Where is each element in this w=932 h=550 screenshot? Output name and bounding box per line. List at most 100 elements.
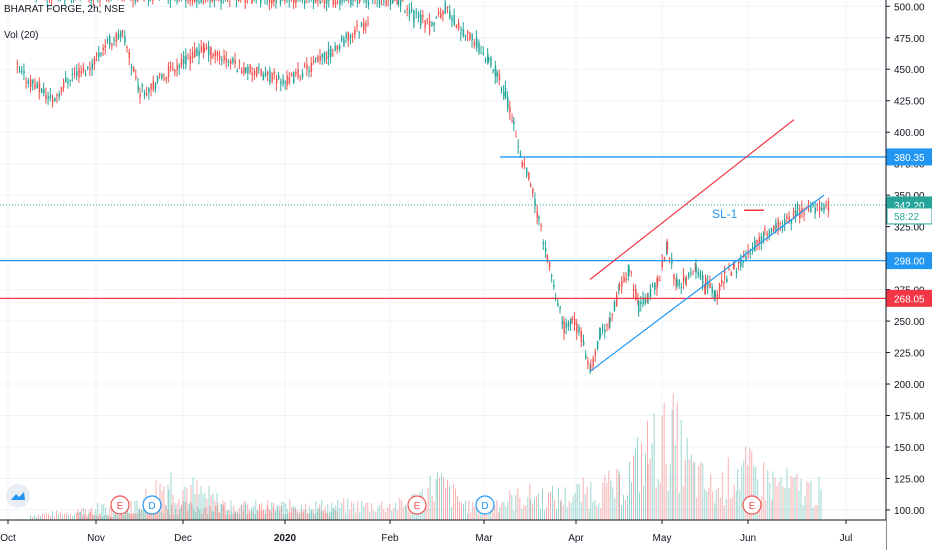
volume-bar xyxy=(305,503,307,520)
volume-bar xyxy=(429,475,431,520)
candle-body xyxy=(136,0,139,1)
volume-bar xyxy=(94,515,95,520)
volume-bar xyxy=(190,484,192,520)
volume-bar xyxy=(328,515,330,520)
candle-body xyxy=(148,88,150,93)
volume-bar xyxy=(717,487,719,520)
candle-body xyxy=(571,317,574,320)
candle-body xyxy=(462,29,465,37)
candle-body xyxy=(548,262,551,268)
candle-body xyxy=(383,1,385,3)
volume-bar xyxy=(515,494,517,520)
candle-body xyxy=(490,57,492,66)
volume-bar xyxy=(590,481,592,520)
volume-bar xyxy=(70,513,71,520)
candle-body xyxy=(526,167,528,176)
volume-bar xyxy=(199,509,201,520)
candle-body xyxy=(356,0,359,4)
volume-bar xyxy=(353,503,355,520)
volume-bar xyxy=(437,472,438,520)
volume-bar xyxy=(141,508,143,520)
volume-bar xyxy=(62,515,63,520)
volume-bar xyxy=(708,487,710,520)
candle-body xyxy=(297,69,299,78)
volume-bar xyxy=(145,510,147,520)
candle-body xyxy=(578,326,580,333)
volume-bar xyxy=(669,464,671,520)
tradingview-logo-icon[interactable] xyxy=(6,484,30,508)
volume-bar xyxy=(737,468,739,520)
candle-body xyxy=(406,8,409,10)
volume-bar xyxy=(289,499,291,520)
volume-bar xyxy=(700,462,702,520)
volume-bar xyxy=(653,413,655,520)
volume-bar xyxy=(467,513,468,520)
volume-bar xyxy=(243,500,245,520)
time-axis[interactable]: Oct Nov Dec 2020 Feb Mar Apr May Jun Jul xyxy=(0,519,886,550)
candle-body xyxy=(34,84,36,89)
candle-body xyxy=(315,58,317,60)
candle-body xyxy=(359,0,361,2)
volume-bar xyxy=(678,492,680,520)
candle-body xyxy=(582,341,585,345)
trend-line xyxy=(589,194,825,372)
volume-bar xyxy=(186,488,188,520)
candle-body xyxy=(713,291,716,300)
candle-body xyxy=(273,71,276,75)
volume-bar xyxy=(96,515,97,520)
volume-bar xyxy=(505,506,507,520)
candle-body xyxy=(238,61,241,63)
volume-bar xyxy=(77,509,79,520)
volume-bar xyxy=(214,500,216,520)
volume-bar xyxy=(226,510,228,520)
candle-body xyxy=(284,0,286,2)
volume-bar xyxy=(772,471,774,520)
volume-bar xyxy=(334,510,336,520)
candle-body xyxy=(213,0,216,2)
candle-body xyxy=(286,75,288,86)
volume-bar xyxy=(222,500,224,520)
volume-bar xyxy=(818,476,820,520)
candle-body xyxy=(49,95,52,98)
volume-bar xyxy=(183,501,185,520)
volume-bar xyxy=(185,501,187,520)
volume-bar xyxy=(316,511,318,520)
time-tick-label: Dec xyxy=(174,533,192,544)
horizontal-lines[interactable] xyxy=(0,156,886,299)
candle-body xyxy=(707,281,709,287)
candle-body xyxy=(557,302,559,306)
volume-bar xyxy=(564,487,566,520)
volume-bar xyxy=(298,514,300,520)
candle-body xyxy=(90,0,93,1)
trend-lines[interactable] xyxy=(589,119,825,372)
volume-bar xyxy=(52,511,53,520)
volume-bar xyxy=(461,502,462,520)
candle-body xyxy=(458,22,460,29)
volume-bar xyxy=(501,502,503,520)
volume-bar xyxy=(227,510,229,520)
volume-bar xyxy=(279,505,281,520)
candle-body xyxy=(165,77,168,80)
volume-bar xyxy=(806,481,808,520)
candle-body xyxy=(637,300,639,304)
candle-body xyxy=(304,0,306,4)
volume-bar xyxy=(247,504,249,520)
volume-bar xyxy=(544,510,545,520)
volume-bar xyxy=(433,501,435,520)
candle-body xyxy=(632,289,635,291)
candle-body xyxy=(484,59,487,61)
volume-bar xyxy=(525,505,527,520)
candle-body xyxy=(411,8,413,11)
candle-body xyxy=(453,15,456,25)
candle-body xyxy=(668,257,671,259)
volume-bar xyxy=(729,498,731,520)
time-tick-label: Nov xyxy=(87,533,105,544)
volume-bar xyxy=(212,493,214,520)
volume-indicator-label[interactable]: Vol (20) xyxy=(4,30,39,41)
candle-body xyxy=(699,272,702,280)
price-axis[interactable]: 500.00475.00450.00425.00400.00375.00350.… xyxy=(885,0,932,550)
volume-bar xyxy=(104,515,105,520)
candle-body xyxy=(163,78,165,80)
